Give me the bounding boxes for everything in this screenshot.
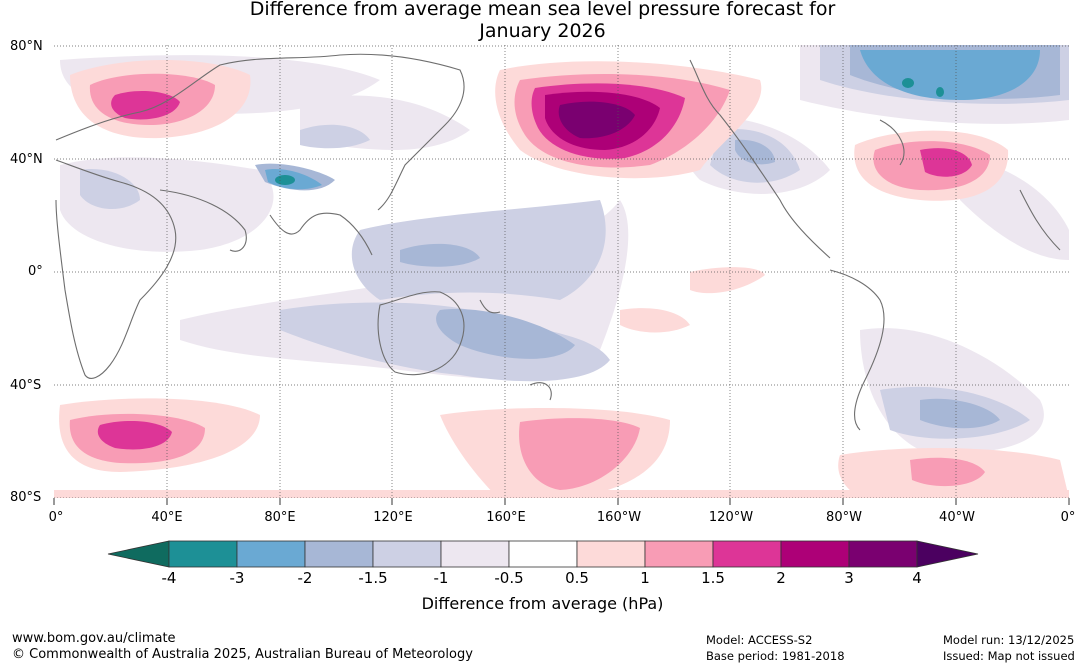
footer-base-period: Base period: 1981-2018	[706, 649, 845, 663]
colorbar	[107, 540, 979, 568]
colorbar-tick: 1.5	[701, 569, 725, 587]
colorbar-segment	[576, 540, 646, 568]
anomaly-pos-extreme	[558, 101, 635, 139]
colorbar-tick: 0.5	[565, 569, 589, 587]
colorbar-segment	[644, 540, 714, 568]
colorbar-segment	[236, 540, 306, 568]
lat-label-40s: 40°S	[10, 378, 42, 393]
colorbar-tick: 3	[844, 569, 854, 587]
title-line-1: Difference from average mean sea level p…	[249, 0, 836, 20]
lon-label-40e: 40°E	[151, 510, 183, 525]
lon-label-40w: 40°W	[939, 510, 975, 525]
footer-issued: Issued: Map not issued	[943, 649, 1075, 663]
colorbar-tick: 4	[912, 569, 922, 587]
lon-label-80e: 80°E	[264, 510, 296, 525]
colorbar-tick: -1	[433, 569, 449, 587]
footer-url[interactable]: www.bom.gov.au/climate	[12, 631, 176, 646]
coastlines	[55, 53, 1061, 431]
lon-label-160w: 160°W	[596, 510, 642, 525]
colorbar-label: Difference from average (hPa)	[421, 594, 664, 613]
colorbar-segment	[712, 540, 782, 568]
footer-copyright: © Commonwealth of Australia 2025, Austra…	[12, 647, 473, 662]
colorbar-tick: -4	[161, 569, 177, 587]
map-grid	[54, 45, 1069, 498]
colorbar-segment	[372, 540, 442, 568]
title-line-2: January 2026	[479, 20, 606, 42]
colorbar-min-arrow	[107, 540, 170, 568]
map-plot-area	[54, 45, 1069, 498]
lon-label-0-east: 0°	[1060, 510, 1076, 525]
lat-label-40n: 40°N	[10, 152, 43, 167]
colorbar-tick: 1	[640, 569, 650, 587]
lon-label-160e: 160°E	[486, 510, 526, 525]
colorbar-segment	[508, 540, 578, 568]
lat-label-80n: 80°N	[10, 39, 43, 54]
colorbar-tick: -2	[297, 569, 313, 587]
lat-label-0: 0°	[28, 264, 43, 279]
colorbar-segment	[848, 540, 918, 568]
colorbar-segment	[304, 540, 374, 568]
lon-label-0: 0°	[48, 510, 64, 525]
map-ticks	[53, 498, 1070, 505]
colorbar-segment	[168, 540, 238, 568]
colorbar-tick: 2	[776, 569, 786, 587]
anomaly-neg-extreme	[275, 78, 944, 185]
colorbar-tick: -0.5	[494, 569, 524, 587]
colorbar-segment	[440, 540, 510, 568]
lon-label-120w: 120°W	[708, 510, 754, 525]
colorbar-segment	[780, 540, 850, 568]
footer-model: Model: ACCESS-S2	[706, 633, 813, 647]
map-title: Difference from average mean sea level p…	[0, 0, 1085, 42]
colorbar-max-arrow	[916, 540, 979, 568]
footer-model-run: Model run: 13/12/2025	[943, 633, 1075, 647]
lon-label-80w: 80°W	[826, 510, 862, 525]
colorbar-tick: -1.5	[358, 569, 388, 587]
lon-label-120e: 120°E	[373, 510, 413, 525]
colorbar-tick: -3	[229, 569, 245, 587]
lat-label-80s: 80°S	[10, 490, 42, 505]
